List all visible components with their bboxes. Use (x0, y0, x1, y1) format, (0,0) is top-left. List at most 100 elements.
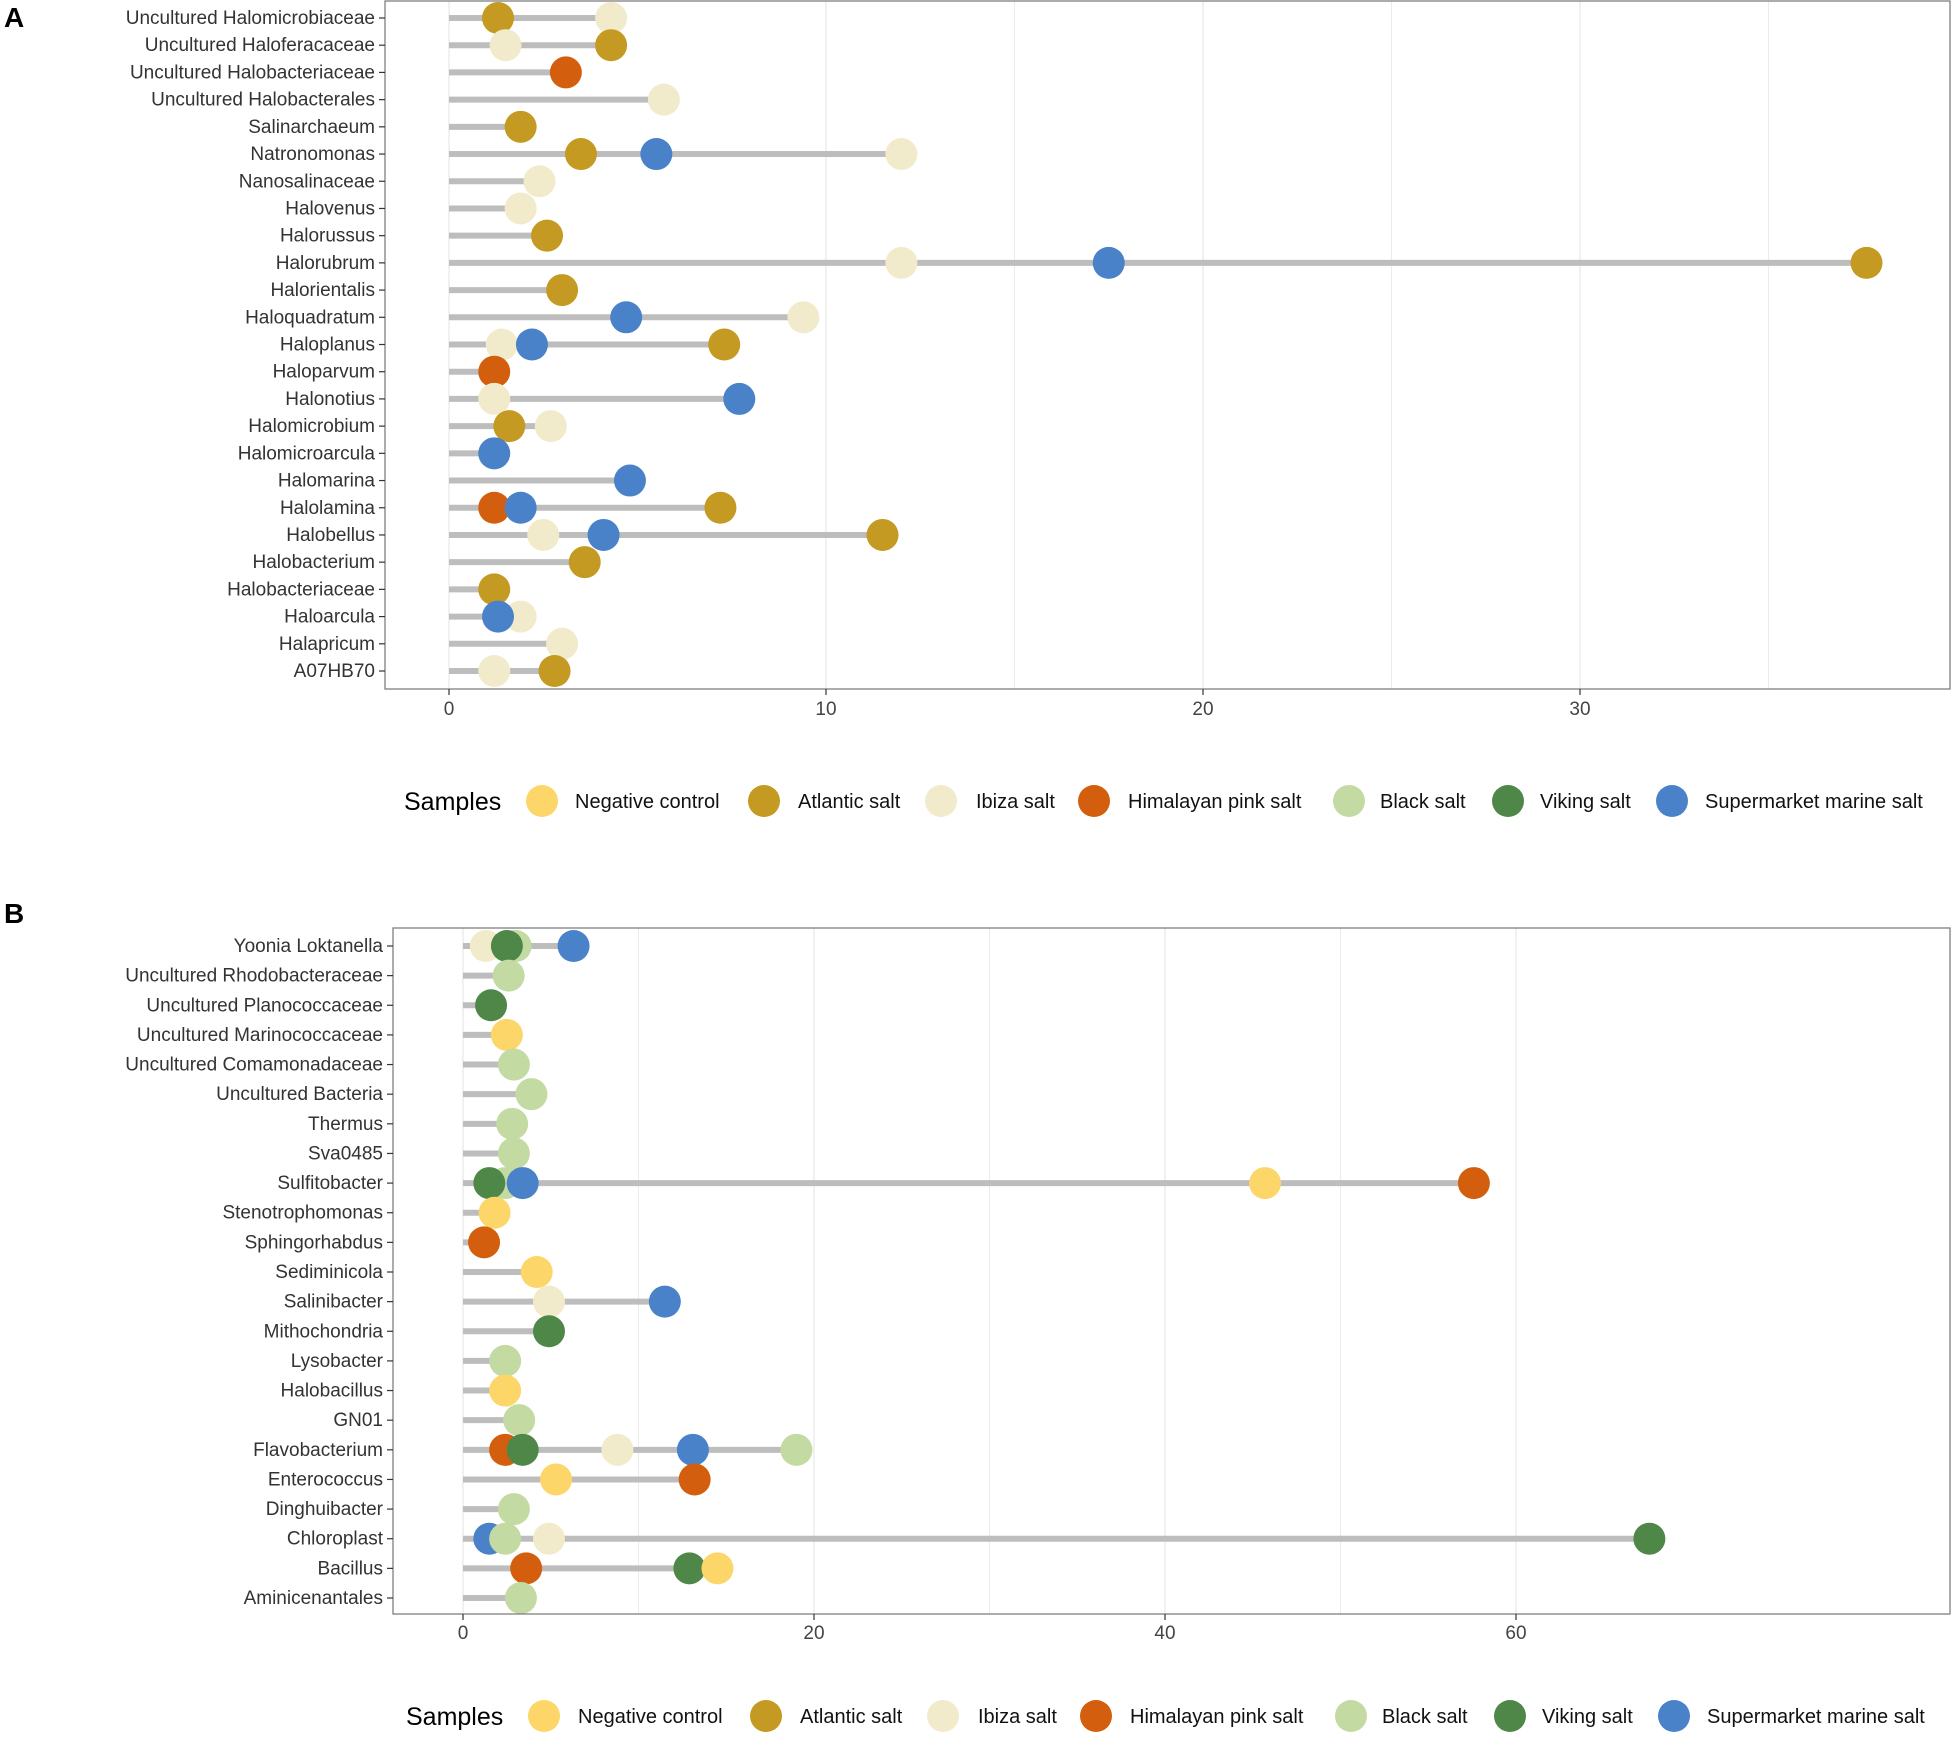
legend-label: Supermarket marine salt (1707, 1706, 1925, 1728)
category-label: A07HB70 (294, 661, 375, 682)
data-point (532, 1522, 565, 1555)
legend-swatch (1492, 785, 1524, 817)
data-point (601, 1433, 634, 1466)
data-point (613, 464, 646, 497)
data-point (504, 110, 537, 143)
category-label: Uncultured Halomicrobiaceae (126, 8, 375, 29)
category-label: Thermus (308, 1114, 383, 1135)
legend-swatch (1656, 785, 1688, 817)
category-label: Halonotius (285, 389, 375, 410)
category-label: Bacillus (318, 1558, 383, 1579)
data-point (482, 2, 515, 34)
data-point (490, 1018, 523, 1051)
data-point (564, 138, 597, 171)
data-point (489, 29, 522, 62)
legend-swatch (1080, 1700, 1112, 1732)
category-label: Uncultured Comamonadaceae (125, 1055, 383, 1076)
category-label: Halorientalis (270, 280, 375, 301)
data-point (497, 1048, 530, 1081)
data-point (492, 959, 525, 992)
data-point (504, 600, 537, 633)
category-label: Uncultured Haloferacaceae (145, 35, 375, 56)
data-point (520, 1256, 553, 1288)
category-label: Halobellus (286, 525, 375, 546)
x-tick-label: 0 (444, 699, 455, 720)
data-point (478, 655, 511, 687)
category-label: Halobacteriaceae (227, 579, 375, 600)
legend-label: Negative control (575, 791, 720, 813)
data-point (489, 1522, 522, 1555)
data-point (504, 192, 537, 225)
data-point (540, 1463, 573, 1496)
category-label: Chloroplast (287, 1529, 384, 1550)
data-point (546, 627, 579, 660)
data-point (866, 518, 899, 551)
legend-swatch (1335, 1700, 1367, 1732)
data-point (534, 410, 567, 443)
category-label: Mithochondria (264, 1321, 384, 1342)
legend-swatch (1333, 785, 1365, 817)
category-label: Aminicenantales (244, 1588, 383, 1609)
category-label: Sulfitobacter (277, 1173, 383, 1194)
data-point (496, 1107, 529, 1140)
data-point (532, 1285, 565, 1318)
category-label: Lysobacter (291, 1351, 384, 1372)
data-point (587, 518, 620, 551)
panel-letter: B (4, 898, 24, 929)
category-label: Uncultured Rhodobacteraceae (125, 966, 383, 987)
legend-label: Atlantic salt (800, 1706, 903, 1728)
data-point (546, 274, 579, 307)
data-point (780, 1433, 813, 1466)
data-point (497, 1493, 530, 1526)
x-tick-label: 60 (1505, 1623, 1526, 1644)
category-label: Flavobacterium (253, 1440, 383, 1461)
data-point (532, 1315, 565, 1348)
data-point (504, 1582, 537, 1614)
category-label: GN01 (333, 1410, 383, 1431)
data-point (482, 600, 515, 633)
legend-swatch (927, 1700, 959, 1732)
legend-label: Ibiza salt (976, 791, 1055, 813)
data-point (708, 328, 741, 361)
category-label: Haloquadratum (245, 307, 375, 328)
data-point (468, 1226, 501, 1259)
data-point (504, 491, 537, 524)
category-label: Yoonia Loktanella (234, 936, 384, 957)
category-label: Halolamina (280, 498, 375, 519)
data-point (885, 246, 918, 279)
x-tick-label: 20 (1192, 699, 1213, 720)
plot-background (393, 928, 1950, 1614)
category-label: Sva0485 (308, 1143, 383, 1164)
data-point (557, 930, 590, 962)
legend-label: Atlantic salt (798, 791, 901, 813)
category-label: Halomicroarcula (238, 443, 376, 464)
legend: Samples Negative control Atlantic salt Ibiz… (404, 785, 1923, 817)
category-label: Uncultured Planococcaceae (146, 995, 383, 1016)
category-label: Salinarchaeum (248, 117, 375, 138)
category-label: Sphingorhabdus (245, 1232, 383, 1253)
legend-swatch (750, 1700, 782, 1732)
data-point (478, 355, 511, 388)
x-tick-label: 20 (803, 1623, 824, 1644)
legend-swatch (528, 1700, 560, 1732)
data-point (1633, 1522, 1666, 1555)
data-point (1249, 1167, 1282, 1200)
data-point (478, 382, 511, 415)
data-point (527, 518, 560, 551)
category-label: Nanosalinaceae (239, 171, 375, 192)
category-label: Halobacillus (281, 1381, 383, 1402)
category-label: Haloparvum (273, 362, 375, 383)
category-label: Haloarcula (284, 607, 375, 628)
panel-letter: A (4, 2, 24, 33)
legend-label: Himalayan pink salt (1130, 1706, 1304, 1728)
data-point (478, 1196, 511, 1229)
legend-swatch (526, 785, 558, 817)
panel-border (392, 927, 1951, 1615)
legend-label: Black salt (1380, 791, 1466, 813)
legend-swatch (1078, 785, 1110, 817)
data-point (489, 1344, 522, 1377)
category-label: Halorubrum (276, 253, 375, 274)
legend-label: Viking salt (1542, 1706, 1633, 1728)
data-point (1092, 246, 1125, 279)
